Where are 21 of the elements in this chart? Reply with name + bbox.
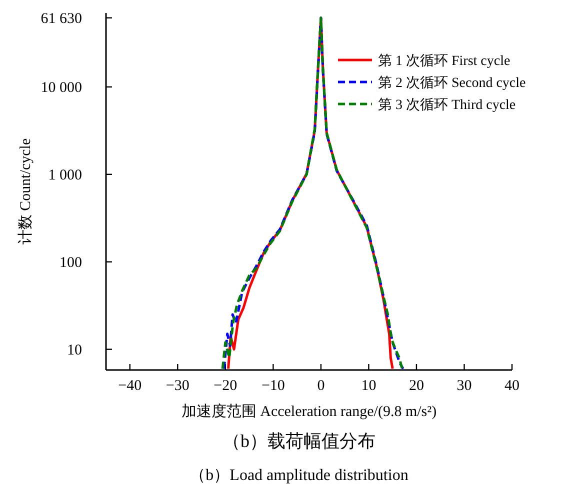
x-tick-label: 0 xyxy=(317,378,325,394)
x-tick-label: −40 xyxy=(118,378,142,394)
text: （b）载荷幅值分布 xyxy=(222,431,376,451)
x-tick-label: −10 xyxy=(261,378,285,394)
x-tick-label: 10 xyxy=(361,378,376,394)
x-axis-title: 加速度范围 Acceleration range/(9.8 m/s²) xyxy=(181,403,437,420)
x-tick-label: 30 xyxy=(456,378,472,394)
legend-label: 第 2 次循环 Second cycle xyxy=(378,75,526,91)
x-tick-label: 40 xyxy=(504,378,520,394)
x-tick-label: −30 xyxy=(166,378,190,394)
x-tick-label: 20 xyxy=(408,378,424,394)
y-tick-label: 61 630 xyxy=(40,10,82,27)
text: （b）Load amplitude distribution xyxy=(190,467,408,484)
y-tick-label: 10 xyxy=(67,342,82,358)
legend-label: 第 1 次循环 First cycle xyxy=(378,53,510,69)
y-tick-label: 10 000 xyxy=(40,80,82,96)
x-tick-label: −20 xyxy=(214,378,238,394)
y-tick-label: 100 xyxy=(60,254,82,271)
legend-label: 第 3 次循环 Third cycle xyxy=(378,97,516,113)
y-axis-title: 计数 Count/cycle xyxy=(17,138,34,245)
y-tick-label: 1 000 xyxy=(48,167,82,184)
